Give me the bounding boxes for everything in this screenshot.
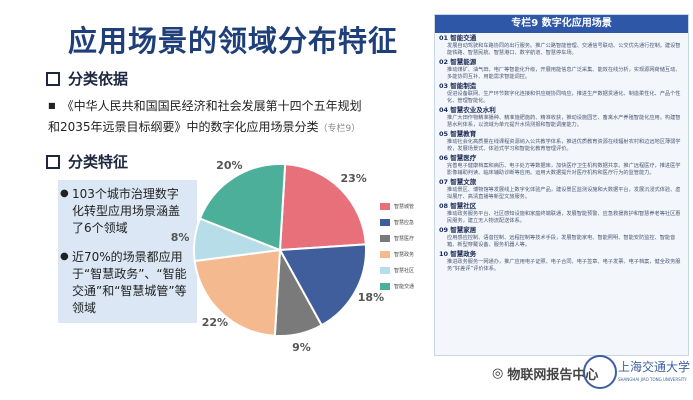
panel-entry-body: 应用感应控制、语音控制、远程控制等技术手段，发展智能家电、智能照明、智能安防监控… — [447, 235, 676, 248]
feature-point-1: ● 103个城市治理数字化转型应用场景涵盖了6个领域 — [58, 180, 197, 243]
pie-slice — [198, 163, 287, 252]
dot-bullet-icon: ● — [60, 251, 69, 262]
pie-slice-label: 9% — [292, 340, 311, 354]
legend-swatch — [380, 218, 390, 226]
panel-entry-body: 推进政务服务一网通办，推广应用电子证照、电子合同、电子签章、电子发票、电子档案，… — [447, 259, 681, 272]
legend-swatch — [380, 234, 390, 242]
legend-swatch — [380, 282, 390, 290]
panel-entry-title: 05 智慧教育 — [439, 130, 477, 138]
legend-item: 智慧城管 — [380, 198, 432, 214]
panel-entry-title: 03 智能制造 — [439, 82, 477, 90]
panel-entry-title: 02 智慧能源 — [439, 58, 477, 66]
legend-swatch — [380, 266, 390, 274]
panel-entry-title: 01 智能交通 — [439, 34, 477, 42]
pie-slice-label: 8% — [170, 230, 190, 244]
panel-entry: 10 智慧政务 推进政务服务一网通办，推广应用电子证照、电子合同、电子签章、电子发… — [435, 250, 688, 273]
panel-entry: 03 智能制造 促进设备联网、生产环节数字化连接和供应链协同响应，推进生产数据贯通… — [435, 82, 688, 105]
basis-note: （专栏9） — [318, 124, 361, 134]
panel-entry-body: 发展自动驾驶和车路协同的出行服务。推广公路智能管理、交通信号联动、公交优先通行控… — [447, 43, 681, 56]
panel-entry-body: 推动景区、博物馆等发展线上数字化体验产品，建设景区监测设施和大数据平台，发展沉浸… — [447, 187, 681, 200]
panel-entry: 08 智慧社区 推动政务服务平台、社区感知设施和家庭终端联通，发展智能预警、应急救… — [435, 202, 688, 225]
wechat-icon: ◎ — [492, 365, 504, 381]
basis-text: 《中华人民共和国国民经济和社会发展第十四个五年规划和2035年远景目标纲要》中的… — [48, 99, 362, 134]
legend-label: 智慧医疗 — [394, 235, 415, 242]
legend-label: 智能交通 — [394, 283, 415, 290]
panel-entry-title: 08 智慧社区 — [439, 202, 477, 210]
panel-entry-body: 完善电子健康档案和病历、电子处方等数据库，加快医疗卫生机构数据共享。推广远程医疗… — [447, 163, 681, 176]
panel-entry-title: 07 智慧文旅 — [439, 178, 477, 186]
panel-header: 专栏9 数字化应用场景 — [435, 15, 688, 33]
feature-point-1-text: 103个城市治理数字化转型应用场景涵盖了6个领域 — [72, 187, 181, 235]
chart-legend: 智慧城管智慧应急智慧医疗智慧政务智慧社区智能交通 — [380, 198, 432, 294]
legend-label: 智慧政务 — [394, 251, 415, 258]
pie-slice-label: 22% — [201, 316, 229, 330]
legend-label: 智慧城管 — [394, 203, 415, 210]
panel-entry-title: 04 智慧农业及水利 — [439, 106, 496, 114]
pie-slice-label: 23% — [340, 172, 367, 186]
legend-swatch — [380, 250, 390, 258]
panel-entry-title: 10 智慧政务 — [439, 250, 477, 258]
features-heading-label: 分类特征 — [68, 153, 129, 171]
pie-slice — [278, 163, 367, 252]
legend-item: 智慧医疗 — [380, 230, 432, 246]
panel-entry-title: 06 智慧医疗 — [439, 154, 477, 162]
basis-heading-label: 分类依据 — [68, 70, 129, 88]
watermark: ◎ 物联网报告中心 — [492, 352, 687, 394]
square-bullet-icon — [46, 154, 60, 169]
pie-chart — [193, 163, 367, 337]
pie-slice-label: 20% — [216, 158, 243, 172]
pie-slice — [278, 243, 367, 327]
legend-item: 智慧应急 — [380, 214, 432, 230]
panel-entry: 02 智慧能源 推动煤矿、油气田、电厂等智能化升级，开展用能信息广泛采集、能效在线… — [435, 58, 688, 81]
panel-entry: 05 智慧教育 推动社会化高质量在线课程资源纳入公共教学体系，推进优质教育资源在线… — [435, 130, 688, 153]
panel-entry: 01 智能交通 发展自动驾驶和车路协同的出行服务。推广公路智能管理、交通信号联动、… — [435, 34, 688, 57]
feature-point-2-text: 近70%的场景都应用于“智慧政务”、“智能交通”和“智慧城管”等领域 — [72, 250, 187, 315]
digital-scenarios-panel: 专栏9 数字化应用场景 01 智能交通 发展自动驾驶和车路协同的出行服务。推广公路… — [434, 14, 689, 356]
panel-entry: 07 智慧文旅 推动景区、博物馆等发展线上数字化体验产品，建设景区监测设施和大数据… — [435, 178, 688, 201]
triangle-bullet-icon: ■ — [48, 101, 56, 110]
basis-text-block: ■ 《中华人民共和国国民经济和社会发展第十四个五年规划和2035年远景目标纲要》中… — [48, 95, 368, 140]
panel-entry-body: 推动社会化高质量在线课程资源纳入公共教学体系，推进优质教育资源在线辐射农村和边远… — [447, 139, 681, 152]
panel-entry: 09 智慧家居 应用感应控制、语音控制、远程控制等技术手段，发展智能家电、智能照明… — [435, 226, 688, 249]
legend-label: 智慧应急 — [394, 219, 415, 226]
legend-label: 智慧社区 — [394, 267, 415, 274]
panel-entry: 04 智慧农业及水利 推广大田作物精准播种、精准施肥施药、精准收获，推动设施园艺、… — [435, 106, 688, 129]
panel-entry-body: 推广大田作物精准播种、精准施肥施药、精准收获，推动设施园艺、畜禽水产养殖智能化应… — [447, 115, 681, 128]
panel-entry-body: 推动煤矿、油气田、电厂等智能化升级，开展用能信息广泛采集、能效在线分析，实现源网… — [447, 67, 681, 80]
legend-item: 智慧政务 — [380, 246, 432, 262]
features-heading: 分类特征 — [46, 151, 128, 172]
watermark-text: 物联网报告中心 — [507, 367, 599, 383]
panel-entry: 06 智慧医疗 完善电子健康档案和病历、电子处方等数据库，加快医疗卫生机构数据共享… — [435, 154, 688, 177]
panel-entry-title: 09 智慧家居 — [439, 226, 477, 234]
dot-bullet-icon: ● — [60, 188, 69, 199]
legend-item: 智慧社区 — [380, 262, 432, 278]
legend-item: 智能交通 — [380, 278, 432, 294]
panel-entry-body: 促进设备联网、生产环节数字化连接和供应链协同响应，推进生产数据贯通化、制造柔性化… — [447, 91, 681, 104]
square-bullet-icon — [46, 71, 60, 86]
panel-entry-body: 推动政务服务平台、社区感知设施和家庭终端联通，发展智能预警、应急救援救护和智慧养… — [447, 211, 681, 224]
pie-slice — [193, 248, 282, 337]
pie-slice-label: 18% — [357, 290, 385, 304]
legend-swatch — [380, 202, 390, 210]
school-name: 上海交通大学 — [618, 360, 691, 374]
basis-heading: 分类依据 — [46, 68, 128, 89]
school-name-en: SHANGHAI JIAO TONG UNIVERSITY — [618, 377, 687, 382]
page-title: 应用场景的领域分布特征 — [68, 24, 399, 58]
university-seal-icon — [583, 355, 617, 389]
feature-point-2: ● 近70%的场景都应用于“智慧政务”、“智能交通”和“智慧城管”等领域 — [58, 243, 197, 323]
